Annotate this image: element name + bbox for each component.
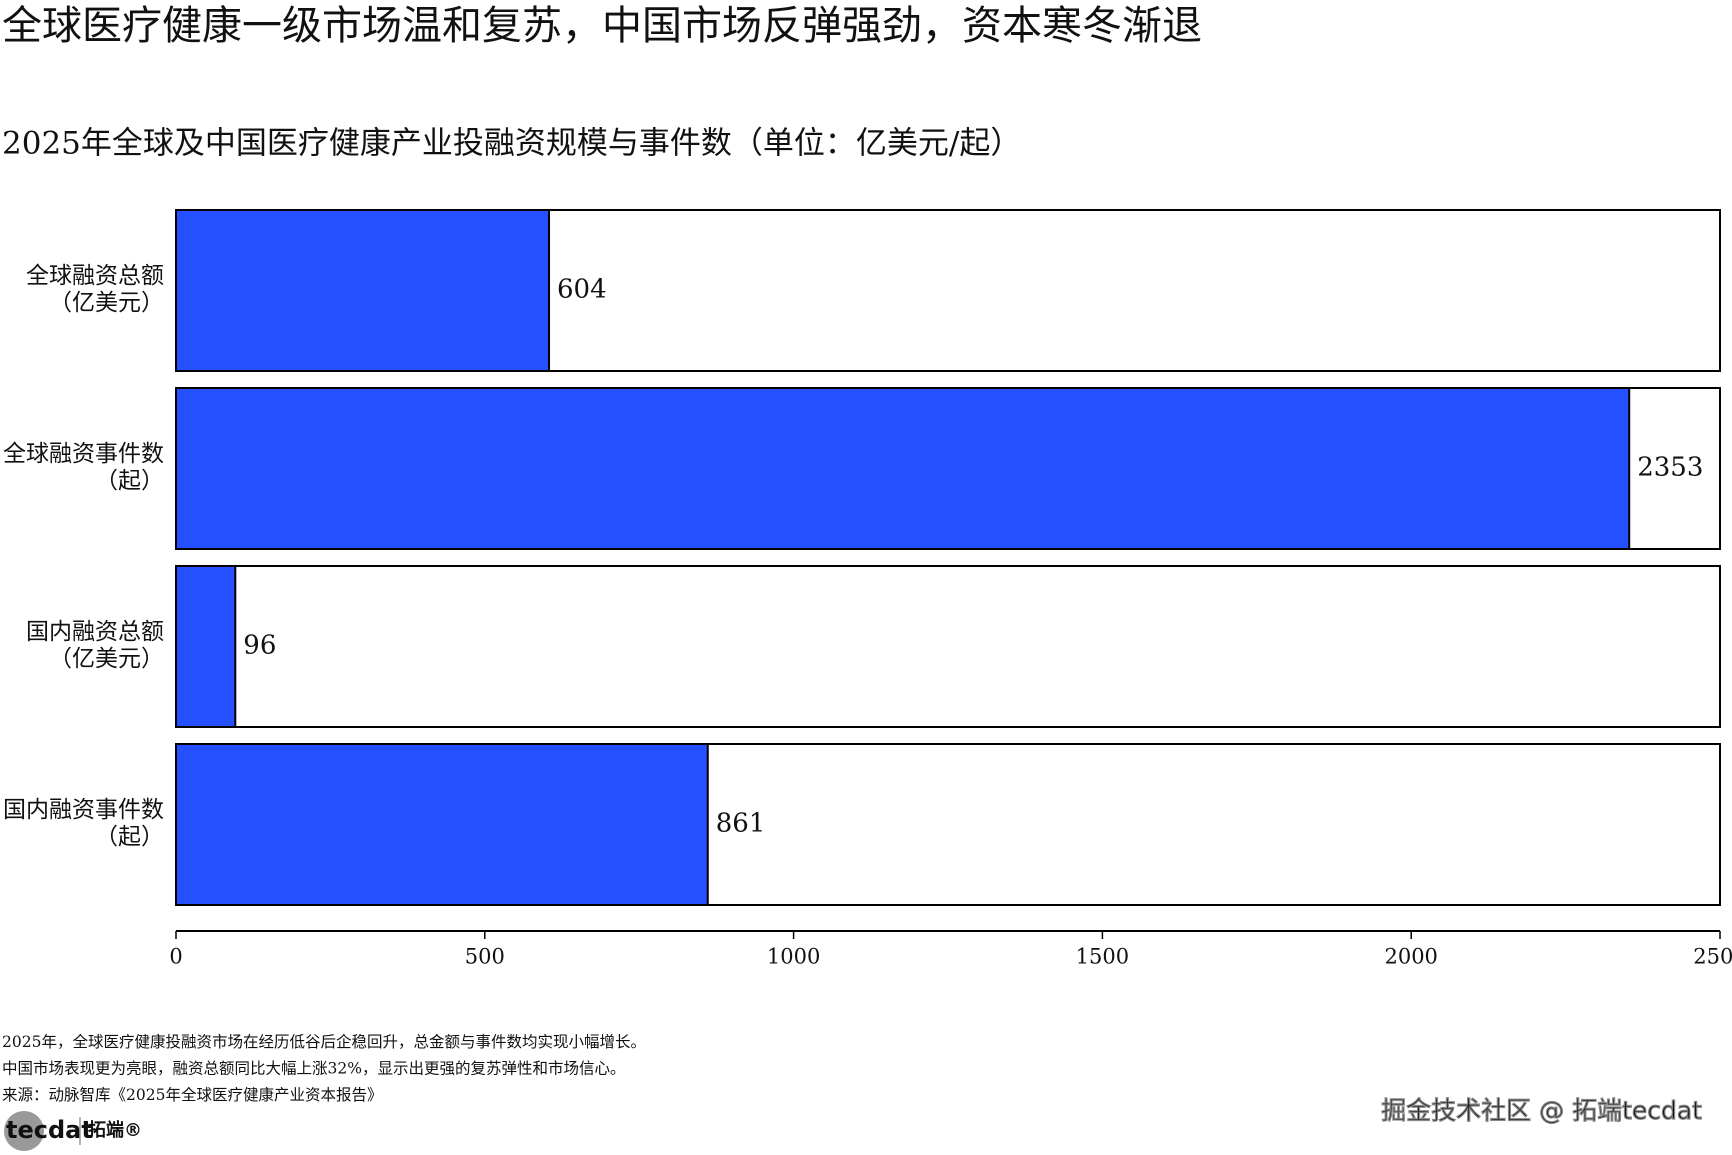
x-tick-label: 1500 — [1076, 945, 1129, 969]
footnote: 2025年，全球医疗健康投融资市场在经历低谷后企稳回升，总金额与事件数均实现小幅… — [2, 1033, 646, 1051]
bar — [175, 387, 1631, 550]
x-tick-label: 2000 — [1384, 945, 1437, 969]
bar — [175, 209, 551, 372]
footnote: 中国市场表现更为亮眼，融资总额同比大幅上涨32%，显示出更强的复苏弹性和市场信心… — [2, 1060, 625, 1078]
data-label: 2353 — [1637, 453, 1703, 483]
bar-background — [175, 565, 1721, 728]
chart-title: 全球医疗健康一级市场温和复苏，中国市场反弹强劲，资本寒冬渐退 — [2, 3, 1202, 49]
data-label: 604 — [557, 275, 607, 305]
footnote: 来源：动脉智库《2025年全球医疗健康产业资本报告》 — [2, 1086, 382, 1104]
x-tick-label: 0 — [169, 945, 182, 969]
y-tick-label: （亿美元） — [49, 290, 164, 316]
x-tick-label: 500 — [465, 945, 505, 969]
y-tick-label: （起） — [95, 468, 164, 494]
y-tick-label: （亿美元） — [49, 646, 164, 672]
watermark: 掘金技术社区 @ 拓端tecdat — [1381, 1096, 1702, 1125]
chart-subtitle: 2025年全球及中国医疗健康产业投融资规模与事件数（单位：亿美元/起） — [2, 126, 1021, 162]
bar — [175, 565, 237, 728]
y-tick-label: （起） — [95, 824, 164, 850]
y-tick-label: 国内融资事件数 — [3, 797, 164, 823]
data-label: 861 — [716, 809, 766, 839]
bar — [175, 743, 709, 906]
logo-circle — [4, 1111, 44, 1151]
y-tick-label: 全球融资总额 — [26, 263, 164, 289]
x-tick-label: 2500 — [1693, 945, 1732, 969]
y-tick-label: 全球融资事件数 — [3, 441, 164, 467]
x-tick-label: 1000 — [767, 945, 820, 969]
data-label: 96 — [243, 631, 276, 661]
logo-text: 拓端® — [88, 1119, 142, 1141]
logo-text: tecdat — [6, 1116, 93, 1144]
y-tick-label: 国内融资总额 — [26, 619, 164, 645]
